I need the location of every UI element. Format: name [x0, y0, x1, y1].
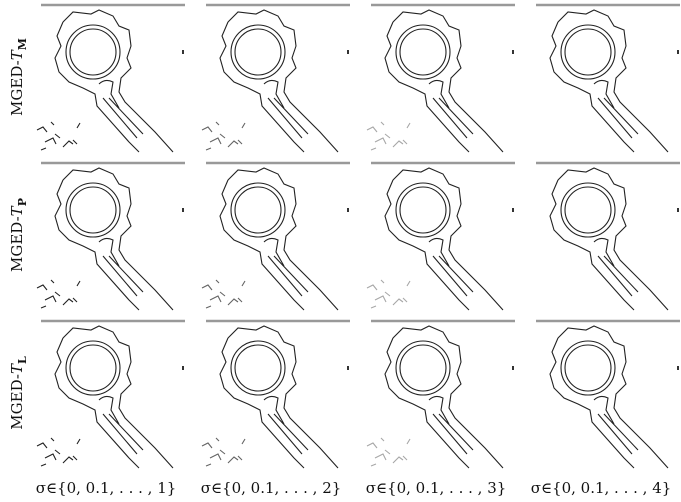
row-label-prefix: MGED-: [8, 60, 26, 116]
edge-outline: [41, 321, 185, 468]
figure: MGED-TM MGED-TP MGED-TL σ∈{0, 0.1, . . . , …: [0, 0, 681, 502]
edge-map: [536, 5, 680, 152]
row-label: MGED-TM: [8, 38, 29, 116]
edge-map: [367, 321, 515, 468]
row-label-prefix: MGED-: [8, 374, 26, 430]
edge-noise: [37, 122, 80, 150]
edge-noise: [367, 122, 410, 150]
edge-map: [367, 163, 515, 310]
column-label: σ∈{0, 0.1, . . . , 2}: [201, 479, 342, 497]
edge-noise: [367, 280, 410, 308]
edge-noise: [202, 122, 245, 150]
row-label-subscript: M: [16, 38, 29, 50]
row-label: MGED-TL: [8, 356, 29, 430]
row-label-prefix: MGED-: [8, 216, 26, 272]
edge-noise: [202, 438, 245, 466]
edge-noise: [37, 280, 80, 308]
edge-outline: [41, 5, 185, 152]
column-label: σ∈{0, 0.1, . . . , 1}: [36, 479, 177, 497]
edge-outline: [41, 163, 185, 310]
edge-map: [202, 5, 350, 152]
edge-map: [536, 321, 680, 468]
row-label-subscript: P: [16, 198, 29, 206]
edge-outline: [536, 5, 680, 152]
edge-outline: [536, 163, 680, 310]
column-label: σ∈{0, 0.1, . . . , 4}: [531, 479, 672, 497]
edge-outline: [536, 321, 680, 468]
edge-map: [202, 163, 350, 310]
edge-map: [202, 321, 350, 468]
row-label-subscript: L: [16, 356, 29, 364]
edge-noise: [37, 438, 80, 466]
row-label: MGED-TP: [8, 198, 29, 272]
edge-outline: [371, 163, 515, 310]
edge-outline: [371, 321, 515, 468]
edge-map: [367, 5, 515, 152]
edge-outline: [371, 5, 515, 152]
edge-map: [37, 321, 185, 468]
edge-outline: [206, 321, 350, 468]
edge-outline: [206, 5, 350, 152]
edge-map: [37, 163, 185, 310]
edge-noise: [202, 280, 245, 308]
edge-noise: [367, 438, 410, 466]
edge-map: [37, 5, 185, 152]
column-label: σ∈{0, 0.1, . . . , 3}: [366, 479, 507, 497]
edge-outline: [206, 163, 350, 310]
edge-map: [536, 163, 680, 310]
